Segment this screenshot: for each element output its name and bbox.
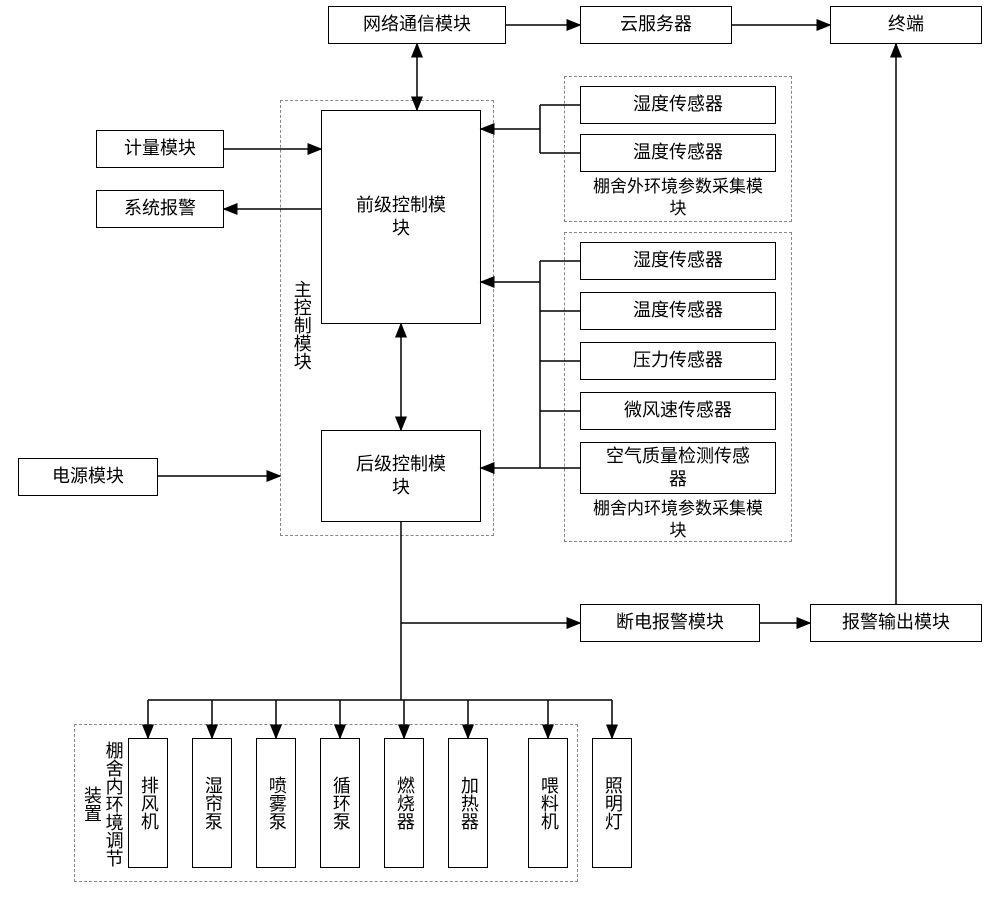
box-cloud: 云服务器 xyxy=(580,6,732,44)
box-circ: 循环泵 xyxy=(320,738,360,868)
label-main-ctrl: 主控制模块 xyxy=(290,260,312,390)
box-heater: 加热器 xyxy=(448,738,488,868)
label-devices: 棚舍内环境调节装置 xyxy=(82,734,122,874)
box-back-ctrl: 后级控制模 块 xyxy=(321,430,481,522)
box-out-temp: 温度传感器 xyxy=(580,134,776,172)
box-light: 照明灯 xyxy=(592,738,632,868)
diagram-canvas: 网络通信模块 云服务器 终端 计量模块 系统报警 电源模块 主控制模块 前级控制… xyxy=(0,0,1000,898)
box-front-ctrl: 前级控制模 块 xyxy=(321,110,481,324)
box-in-wind: 微风速传感器 xyxy=(580,392,776,430)
box-spray: 喷雾泵 xyxy=(256,738,296,868)
box-out-humid: 湿度传感器 xyxy=(580,86,776,124)
box-in-temp: 温度传感器 xyxy=(580,292,776,330)
box-in-air: 空气质量检测传感 器 xyxy=(580,442,776,494)
label-in-env: 棚舍内环境参数采集模 块 xyxy=(572,498,784,542)
box-meter: 计量模块 xyxy=(96,130,224,168)
box-terminal: 终端 xyxy=(830,6,982,44)
box-alarm-out: 报警输出模块 xyxy=(810,604,982,642)
box-in-humid: 湿度传感器 xyxy=(580,242,776,280)
box-alarm-sys: 系统报警 xyxy=(96,190,224,228)
box-net-comm: 网络通信模块 xyxy=(328,6,506,44)
box-burner: 燃烧器 xyxy=(384,738,424,868)
box-feeder: 喂料机 xyxy=(528,738,568,868)
box-fan: 排风机 xyxy=(128,738,168,868)
label-out-env: 棚舍外环境参数采集模 块 xyxy=(572,176,784,220)
box-in-press: 压力传感器 xyxy=(580,342,776,380)
box-wet-pump: 湿帘泵 xyxy=(192,738,232,868)
box-power-fail: 断电报警模块 xyxy=(580,604,760,642)
box-power: 电源模块 xyxy=(18,458,158,496)
